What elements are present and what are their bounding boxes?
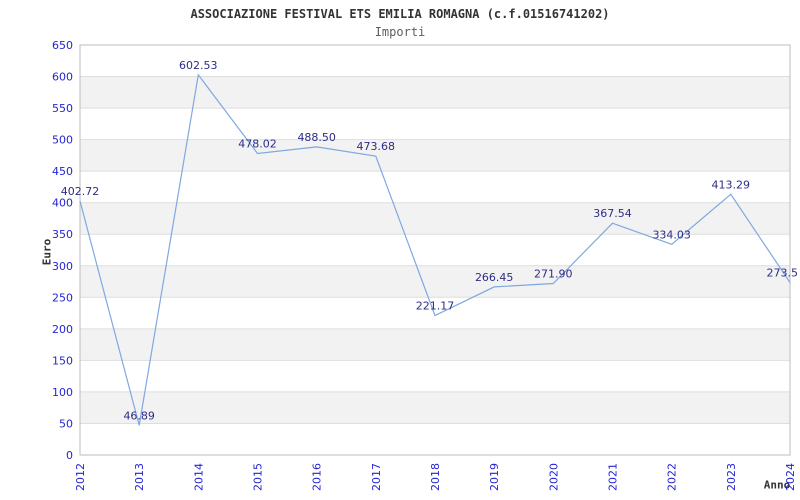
x-tick-label: 2020 [547, 463, 560, 491]
y-tick-label: 150 [52, 354, 73, 367]
x-tick-label: 2014 [192, 463, 205, 491]
plot-band [80, 391, 790, 424]
y-tick-label: 200 [52, 323, 73, 336]
data-point-label: 473.68 [357, 140, 396, 153]
x-tick-label: 2021 [607, 463, 620, 491]
plot-band [80, 76, 790, 109]
x-tick-label: 2022 [666, 463, 679, 491]
y-tick-label: 0 [66, 449, 73, 462]
y-tick-label: 500 [52, 134, 73, 147]
plot-band [80, 139, 790, 172]
y-tick-label: 250 [52, 291, 73, 304]
y-tick-label: 100 [52, 386, 73, 399]
data-point-label: 334.03 [652, 228, 691, 241]
y-tick-label: 50 [59, 417, 73, 430]
data-point-label: 402.72 [61, 185, 100, 198]
data-line [79, 73, 791, 426]
y-tick-label: 550 [52, 102, 73, 115]
plot-band [80, 202, 790, 235]
x-tick-label: 2016 [311, 463, 324, 491]
x-tick-label: 2018 [429, 463, 442, 491]
data-point-label: 46.89 [123, 409, 155, 422]
x-tick-label: 2017 [370, 463, 383, 491]
data-point-label: 602.53 [179, 59, 218, 72]
x-tick-label: 2023 [725, 463, 738, 491]
data-point-label: 478.02 [238, 138, 277, 151]
data-point-label: 367.54 [593, 207, 632, 220]
data-point-label: 488.50 [297, 131, 336, 144]
x-tick-label: 2019 [488, 463, 501, 491]
y-tick-label: 400 [52, 197, 73, 210]
data-point-label: 266.45 [475, 271, 514, 284]
y-tick-label: 450 [52, 165, 73, 178]
chart-subtitle: Importi [374, 25, 426, 39]
chart-title: ASSOCIAZIONE FESTIVAL ETS EMILIA ROMAGNA… [190, 7, 610, 21]
x-tick-label: 2024 [784, 463, 797, 491]
y-tick-label: 600 [52, 71, 73, 84]
data-point-label: 413.29 [712, 178, 751, 191]
x-tick-label: 2012 [74, 463, 87, 491]
data-point-label: 271.90 [534, 268, 573, 281]
plot-border [79, 44, 791, 456]
y-tick-label: 300 [52, 260, 73, 273]
y-tick-label: 350 [52, 228, 73, 241]
x-tick-label: 2013 [133, 463, 146, 491]
x-tick-label: 2015 [252, 463, 265, 491]
plot-band [80, 265, 790, 298]
data-point-label: 221.17 [416, 300, 455, 313]
x-axis-label: Anno [763, 478, 791, 492]
plot-band [80, 328, 790, 361]
data-point-label: 273.5 [767, 267, 799, 280]
y-tick-label: 650 [52, 39, 73, 52]
